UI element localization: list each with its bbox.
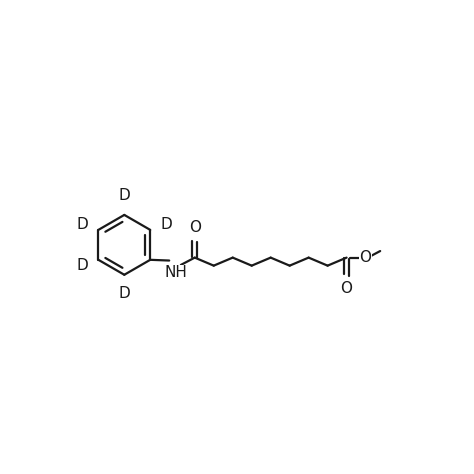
Text: D: D [160, 217, 172, 232]
Text: O: O [360, 250, 372, 265]
Text: D: D [77, 258, 89, 273]
Text: O: O [189, 220, 201, 235]
Text: D: D [118, 286, 130, 301]
Text: D: D [77, 217, 89, 232]
Text: D: D [118, 188, 130, 203]
Text: O: O [341, 282, 353, 296]
Text: NH: NH [164, 265, 187, 280]
